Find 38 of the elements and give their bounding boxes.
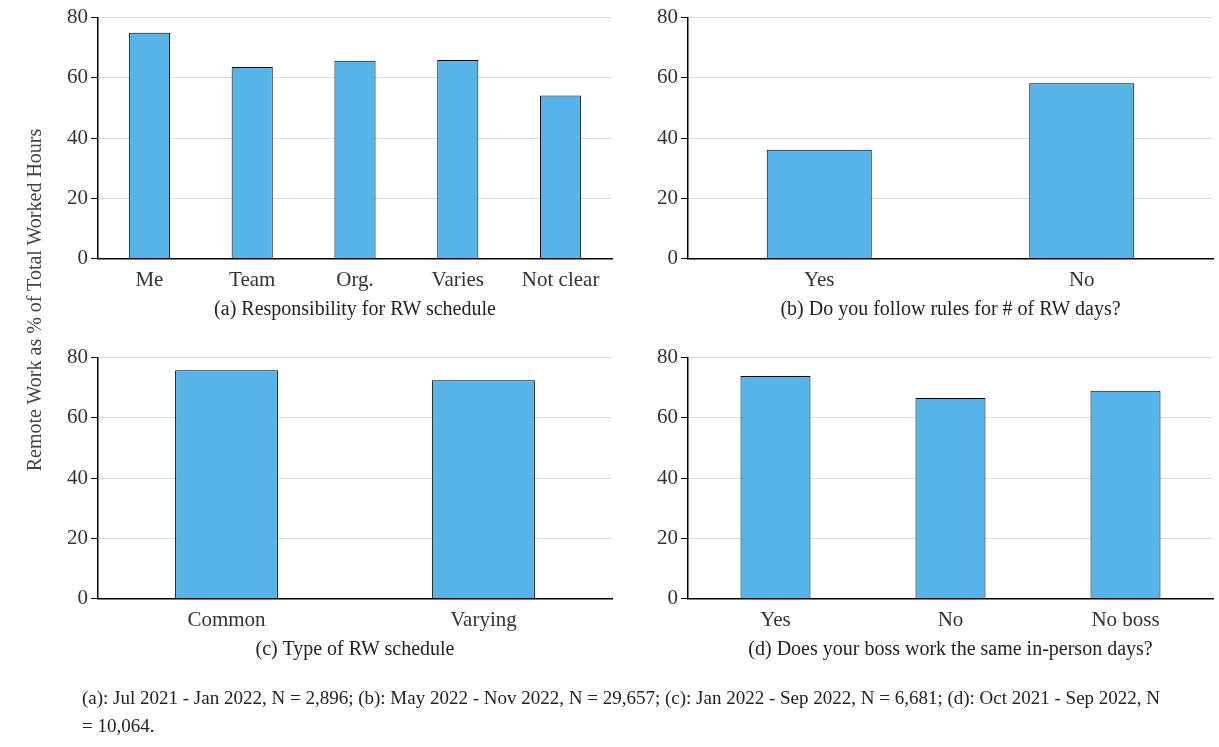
x-tick-label: Varying: [450, 606, 518, 631]
x-tick-label: Yes: [803, 266, 835, 291]
y-tick-label: 80: [67, 4, 88, 29]
x-tick-label: Team: [229, 266, 276, 291]
y-tick-label: 0: [77, 585, 88, 610]
text: (a): Jul 2021 - Jan 2022, N = 2,896; (b): May 2022 - Nov 2022, N = 29,657; (c): Jan 2022 - Sep 2022, N = 6,681; (d): Oct 2021 - Sep 2022, N = 10,064.: [82, 686, 1162, 738]
y-tick-label: 0: [667, 245, 678, 270]
y-tick-label: 0: [77, 245, 88, 270]
y-tick-label: 60: [67, 404, 88, 429]
x-tick-label: No boss: [1091, 606, 1160, 631]
x-tick-label: Varies: [431, 266, 485, 291]
y-tick-label: 60: [657, 64, 678, 89]
x-axis-title: (d) Does your boss work the same in-person days?: [748, 637, 1153, 661]
y-axis-title: Remote Work as % of Total Worked Hours: [22, 128, 46, 472]
y-tick-label: 20: [67, 185, 88, 210]
y-tick-label: 20: [657, 525, 678, 550]
x-tick-label: Yes: [760, 606, 791, 631]
x-axis-title: (a) Responsibility for RW schedule: [214, 297, 497, 321]
x-tick-label: No: [937, 606, 964, 631]
y-tick-label: 60: [657, 404, 678, 429]
y-tick-label: 80: [657, 344, 678, 369]
y-tick-label: 40: [67, 464, 88, 489]
y-tick-label: 0: [667, 585, 678, 610]
y-tick-label: 80: [657, 4, 678, 29]
y-tick-label: 60: [67, 64, 88, 89]
x-tick-label: Common: [187, 606, 267, 631]
x-tick-label: Org.: [336, 266, 374, 291]
y-tick-label: 40: [657, 464, 678, 489]
x-axis-title: (c) Type of RW schedule: [255, 637, 455, 661]
y-tick-label: 80: [67, 344, 88, 369]
x-tick-label: Me: [135, 266, 164, 291]
y-tick-label: 20: [67, 525, 88, 550]
y-tick-label: 40: [67, 124, 88, 149]
x-tick-label: Not clear: [521, 266, 600, 291]
x-axis-title: (b) Do you follow rules for # of RW days?: [780, 297, 1121, 321]
y-tick-label: 40: [657, 124, 678, 149]
y-tick-label: 20: [657, 185, 678, 210]
x-tick-label: No: [1068, 266, 1095, 291]
